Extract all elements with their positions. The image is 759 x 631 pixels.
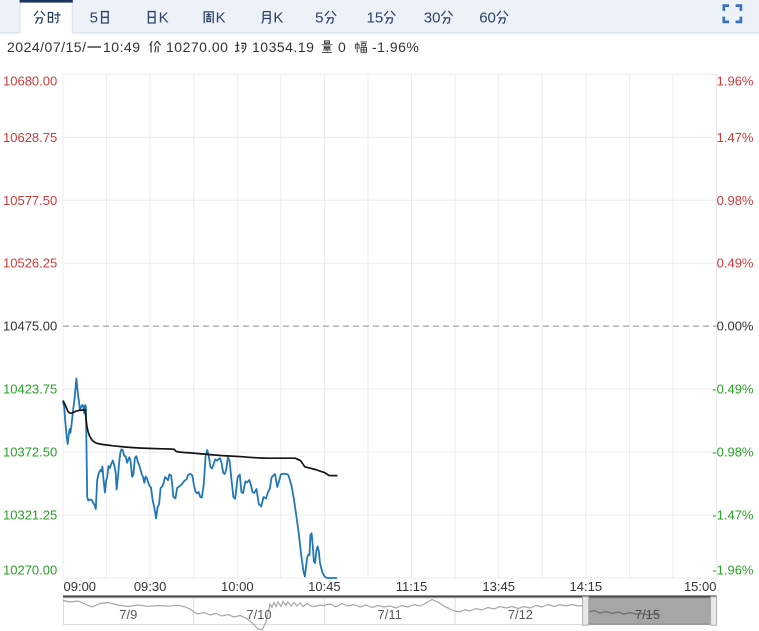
- svg-text:10372.50: 10372.50: [3, 445, 57, 460]
- svg-text:K: K: [216, 9, 226, 26]
- svg-text:K: K: [159, 9, 169, 26]
- svg-text:15: 15: [367, 9, 384, 26]
- svg-text:K: K: [273, 9, 283, 26]
- svg-text:10270.00: 10270.00: [3, 563, 57, 578]
- svg-text:10:45: 10:45: [308, 579, 341, 594]
- svg-text:10577.50: 10577.50: [3, 193, 57, 208]
- svg-text:10680.00: 10680.00: [3, 74, 57, 89]
- svg-text:10:49: 10:49: [103, 39, 141, 55]
- svg-text:7/12: 7/12: [508, 607, 533, 622]
- svg-text:1.47%: 1.47%: [717, 130, 754, 145]
- svg-text:10321.25: 10321.25: [3, 508, 57, 523]
- svg-text:5: 5: [315, 9, 323, 26]
- svg-text:11:15: 11:15: [396, 579, 428, 594]
- svg-text:10628.75: 10628.75: [3, 130, 57, 145]
- svg-text:-1.47%: -1.47%: [712, 508, 754, 523]
- svg-text:1.96%: 1.96%: [717, 74, 754, 89]
- svg-text:60: 60: [479, 9, 496, 26]
- svg-text:-0.49%: -0.49%: [712, 382, 754, 397]
- svg-text:0.00%: 0.00%: [717, 319, 754, 334]
- svg-text:2024/07/15/: 2024/07/15/: [7, 39, 86, 55]
- svg-text:7/11: 7/11: [378, 607, 402, 622]
- svg-text:7/15: 7/15: [635, 607, 660, 622]
- svg-text:10:00: 10:00: [221, 579, 254, 594]
- svg-text:13:45: 13:45: [482, 579, 515, 594]
- svg-text:10526.25: 10526.25: [3, 256, 57, 271]
- svg-text:10270.00: 10270.00: [166, 39, 228, 55]
- svg-text:10354.19: 10354.19: [252, 39, 314, 55]
- svg-text:14:15: 14:15: [570, 579, 603, 594]
- svg-text:30: 30: [424, 9, 441, 26]
- svg-text:0.49%: 0.49%: [717, 256, 754, 271]
- svg-text:10475.00: 10475.00: [3, 319, 57, 334]
- svg-text:7/9: 7/9: [119, 607, 137, 622]
- svg-text:09:30: 09:30: [134, 579, 167, 594]
- svg-text:-0.98%: -0.98%: [712, 445, 754, 460]
- svg-text:0.98%: 0.98%: [717, 193, 754, 208]
- svg-text:7/10: 7/10: [246, 607, 271, 622]
- svg-text:15:00: 15:00: [684, 579, 717, 594]
- svg-text:10423.75: 10423.75: [3, 382, 57, 397]
- svg-text:0: 0: [338, 39, 346, 55]
- svg-text:-1.96%: -1.96%: [372, 39, 419, 55]
- svg-text:5: 5: [90, 9, 98, 26]
- svg-text:09:00: 09:00: [64, 579, 97, 594]
- svg-text:-1.96%: -1.96%: [712, 563, 754, 578]
